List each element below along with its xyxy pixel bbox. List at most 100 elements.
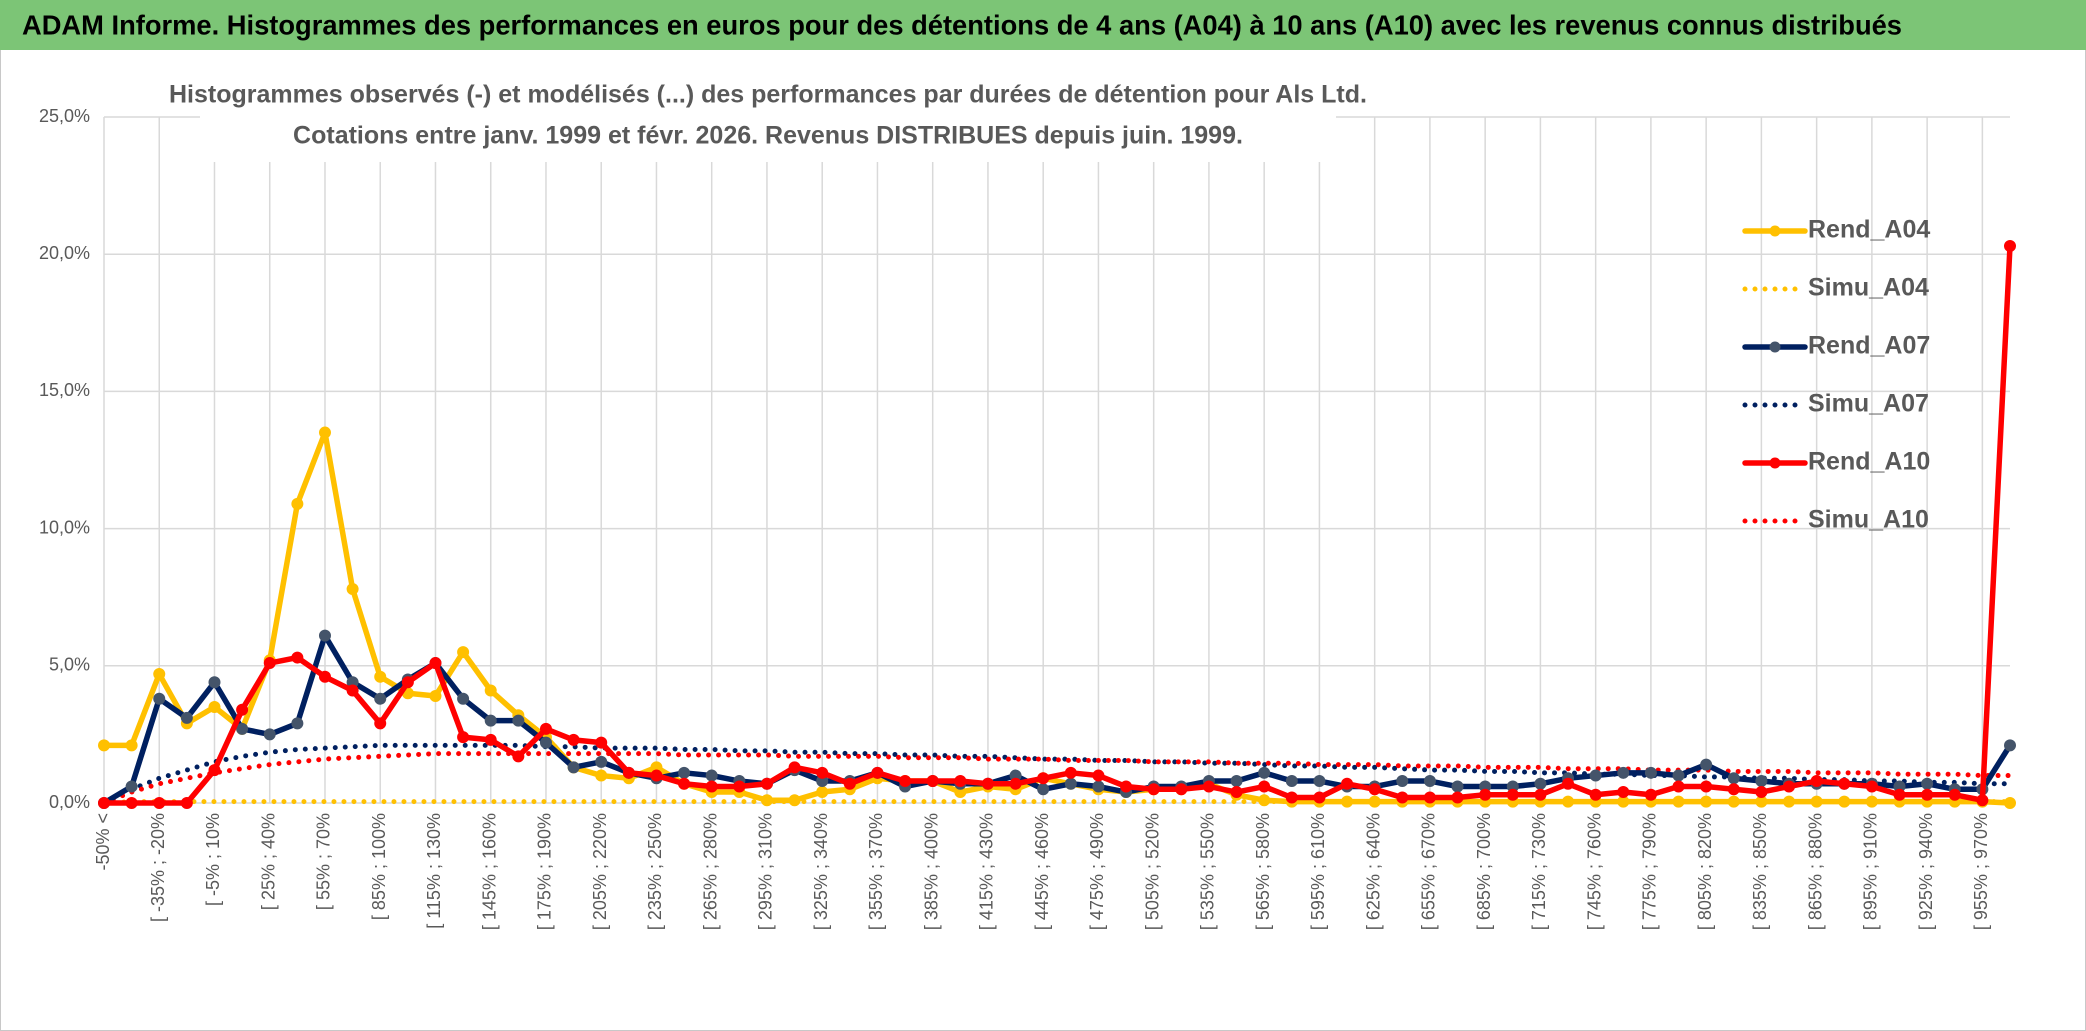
marker (512, 750, 525, 763)
legend-label: Rend_A10 (1808, 448, 1930, 476)
marker (180, 797, 193, 809)
marker (1727, 772, 1740, 785)
x-tick-label: [ 745% ; 760% (1584, 813, 1604, 930)
marker (595, 769, 608, 782)
marker (650, 769, 663, 782)
marker (1341, 777, 1354, 790)
x-tick-label: [ 715% ; 730% (1529, 813, 1549, 930)
line (101, 429, 2013, 806)
marker (1562, 777, 1575, 790)
marker (346, 582, 359, 595)
marker (1976, 794, 1989, 807)
marker (1810, 775, 1823, 788)
marker (208, 700, 221, 713)
x-tick-label: [ 835% ; 850% (1750, 813, 1770, 930)
marker (153, 797, 166, 809)
marker (1755, 786, 1768, 799)
marker (1258, 766, 1271, 779)
marker (1396, 791, 1409, 804)
marker (595, 736, 608, 749)
marker (291, 497, 304, 510)
marker (567, 733, 580, 746)
x-tick-label: [ 415% ; 430% (977, 813, 997, 930)
marker (816, 766, 829, 779)
legend-label: Simu_A10 (1808, 506, 1929, 534)
y-tick-label: 0,0% (49, 792, 90, 812)
marker (1451, 791, 1464, 804)
marker (429, 657, 442, 670)
marker (1092, 780, 1105, 793)
marker (1534, 777, 1547, 790)
x-tick-label: [ 865% ; 880% (1805, 813, 1825, 930)
marker (98, 739, 110, 752)
marker (484, 714, 497, 727)
marker (1175, 783, 1188, 796)
marker (1147, 783, 1160, 796)
marker (1700, 780, 1713, 793)
marker (429, 689, 442, 702)
x-tick-label: [ 445% ; 460% (1032, 813, 1052, 930)
x-tick-label: [ 25% ; 40% (258, 813, 278, 910)
marker (1368, 795, 1381, 808)
x-tick-label: [ 805% ; 820% (1695, 813, 1715, 930)
marker (1423, 791, 1436, 804)
y-tick-label: 5,0% (49, 655, 90, 675)
marker (1948, 788, 1961, 801)
x-tick-label: [ 355% ; 370% (866, 813, 886, 930)
marker (678, 777, 691, 790)
dotted-line (101, 751, 2013, 806)
marker (1230, 786, 1243, 799)
page-title: ADAM Informe. Histogrammes des performan… (22, 9, 1902, 40)
chart-subtitle: Cotations entre janv. 1999 et févr. 2026… (293, 122, 1243, 150)
marker (1755, 775, 1768, 788)
marker (1672, 795, 1685, 808)
x-tick-label: [ 235% ; 250% (645, 813, 665, 930)
marker (1700, 795, 1713, 808)
x-tick-label: [ 115% ; 130% (424, 813, 444, 929)
marker (981, 777, 994, 790)
marker (1092, 769, 1105, 782)
marker (1285, 775, 1298, 788)
marker (1589, 788, 1602, 801)
marker (2004, 739, 2016, 752)
x-tick-label: [ 205% ; 220% (590, 813, 610, 930)
marker (484, 684, 497, 697)
marker (1672, 780, 1685, 793)
marker (180, 711, 193, 724)
marker (1506, 788, 1519, 801)
x-tick-label: [ 475% ; 490% (1087, 813, 1107, 930)
marker (1120, 780, 1133, 793)
marker (1037, 772, 1050, 785)
marker (926, 775, 939, 788)
marker (401, 676, 414, 689)
marker (291, 717, 304, 730)
legend-label: Simu_A04 (1808, 274, 1929, 302)
marker (1258, 794, 1271, 807)
marker (788, 794, 801, 807)
marker (595, 755, 608, 768)
x-tick-label: [ 505% ; 520% (1142, 813, 1162, 930)
marker (760, 777, 773, 790)
marker (1617, 766, 1630, 779)
marker (733, 780, 746, 793)
marker (346, 684, 359, 697)
marker (567, 761, 580, 774)
marker (1838, 795, 1851, 808)
marker (1727, 783, 1740, 796)
marker (153, 692, 166, 705)
x-tick-label: [ 775% ; 790% (1640, 813, 1660, 930)
x-tick-label: [ 895% ; 910% (1861, 813, 1881, 930)
marker (457, 692, 470, 705)
x-tick-label: [ 85% ; 100% (369, 813, 389, 920)
marker (1865, 795, 1878, 808)
x-tick-label: [ 385% ; 400% (921, 813, 941, 930)
marker (705, 769, 718, 782)
legend-label: Rend_A04 (1808, 216, 1930, 244)
legend: Rend_A04 Simu_A04 Rend_A07 Simu_A07 Rend_A10… (1742, 216, 1930, 534)
marker (1396, 775, 1409, 788)
marker (1865, 780, 1878, 793)
marker (705, 780, 718, 793)
marker (236, 722, 249, 735)
marker (318, 670, 331, 683)
marker (318, 426, 331, 439)
